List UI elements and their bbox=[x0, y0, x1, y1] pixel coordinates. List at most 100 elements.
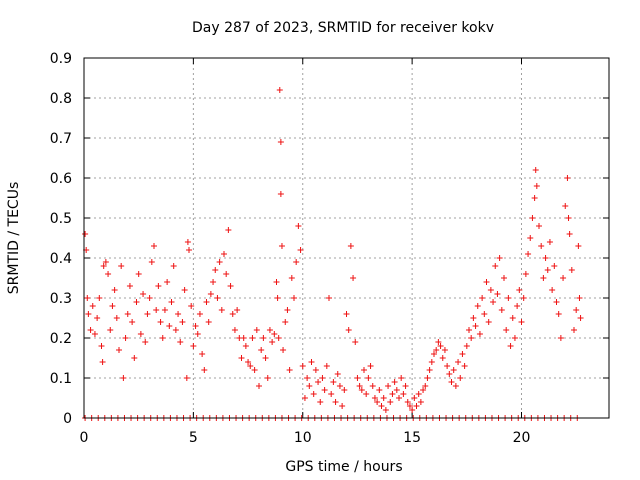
data-point bbox=[323, 363, 330, 369]
data-point bbox=[107, 327, 114, 333]
data-point bbox=[376, 387, 383, 393]
data-point bbox=[284, 307, 291, 313]
data-point bbox=[417, 399, 424, 405]
data-point bbox=[135, 271, 142, 277]
data-point bbox=[240, 335, 247, 341]
data-point bbox=[94, 315, 101, 321]
data-point bbox=[459, 351, 466, 357]
data-point bbox=[170, 263, 177, 269]
data-point bbox=[274, 295, 281, 301]
data-point bbox=[544, 267, 551, 273]
data-point bbox=[387, 399, 394, 405]
data-point bbox=[131, 355, 138, 361]
data-point bbox=[406, 403, 413, 409]
data-point bbox=[231, 327, 238, 333]
data-point bbox=[96, 295, 103, 301]
data-point bbox=[319, 375, 326, 381]
data-point bbox=[361, 367, 367, 373]
data-point bbox=[116, 347, 122, 353]
data-point bbox=[291, 295, 297, 301]
data-point bbox=[218, 307, 225, 313]
data-point bbox=[304, 375, 311, 381]
data-point bbox=[225, 227, 232, 233]
data-point bbox=[391, 379, 398, 385]
data-point bbox=[271, 331, 278, 337]
data-point bbox=[546, 239, 553, 245]
data-point bbox=[181, 287, 188, 293]
plot-frame bbox=[83, 57, 610, 419]
data-point bbox=[82, 231, 89, 237]
data-point bbox=[227, 283, 234, 289]
data-point bbox=[140, 291, 147, 297]
data-point bbox=[415, 391, 422, 397]
data-point bbox=[564, 175, 571, 181]
data-point bbox=[371, 395, 378, 401]
data-point bbox=[210, 279, 217, 285]
x-tick-label: 20 bbox=[513, 430, 531, 446]
data-point bbox=[404, 399, 411, 405]
data-point bbox=[555, 311, 562, 317]
data-point bbox=[380, 395, 387, 401]
data-point bbox=[452, 383, 459, 389]
data-point bbox=[527, 235, 534, 241]
data-point bbox=[247, 363, 254, 369]
data-point bbox=[295, 223, 302, 229]
data-point bbox=[498, 307, 505, 313]
axis-ticks: 0 0.1 0.2 0.3 0.4 0.5 0.6 0.7 0.8 0.9 0 5 10 15 20 bbox=[50, 51, 609, 446]
data-point bbox=[520, 295, 527, 301]
data-point bbox=[450, 367, 457, 373]
data-point bbox=[177, 339, 184, 345]
data-point bbox=[328, 391, 335, 397]
data-point bbox=[91, 331, 98, 337]
data-point bbox=[374, 399, 381, 405]
data-point bbox=[468, 335, 475, 341]
data-point bbox=[532, 167, 539, 173]
data-point bbox=[356, 383, 363, 389]
data-point bbox=[251, 367, 258, 373]
data-point bbox=[315, 379, 322, 385]
data-point bbox=[428, 359, 435, 365]
data-point bbox=[577, 315, 584, 321]
data-point bbox=[153, 307, 160, 313]
data-point bbox=[277, 191, 284, 197]
y-tick-label: 0.5 bbox=[50, 211, 72, 227]
data-point bbox=[118, 263, 125, 269]
data-point bbox=[474, 303, 481, 309]
data-point bbox=[260, 335, 267, 341]
data-point bbox=[276, 87, 283, 93]
data-point bbox=[339, 403, 346, 409]
data-point bbox=[514, 303, 521, 309]
data-point bbox=[413, 403, 420, 409]
data-point bbox=[245, 359, 252, 365]
data-point bbox=[172, 327, 179, 333]
data-point bbox=[481, 311, 488, 317]
data-point bbox=[571, 327, 577, 333]
data-point bbox=[509, 315, 516, 321]
data-point bbox=[205, 319, 212, 325]
data-point bbox=[175, 311, 182, 317]
data-point bbox=[557, 335, 564, 341]
data-point bbox=[301, 395, 308, 401]
data-point bbox=[529, 215, 536, 221]
data-point bbox=[258, 347, 265, 353]
data-point bbox=[476, 331, 483, 337]
data-point bbox=[297, 247, 304, 253]
data-point bbox=[146, 295, 153, 301]
data-point bbox=[299, 363, 306, 369]
data-point bbox=[549, 287, 556, 293]
data-point bbox=[485, 319, 492, 325]
data-point bbox=[129, 319, 136, 325]
data-point bbox=[505, 295, 512, 301]
data-point bbox=[575, 243, 582, 249]
data-point bbox=[483, 279, 490, 285]
data-point bbox=[576, 295, 583, 301]
data-point bbox=[310, 391, 317, 397]
data-point bbox=[420, 387, 427, 393]
data-point bbox=[253, 327, 260, 333]
data-point bbox=[133, 299, 140, 305]
data-point bbox=[278, 243, 285, 249]
data-point bbox=[573, 307, 580, 313]
data-point bbox=[223, 271, 230, 277]
y-axis-label: SRMTID / TECUs bbox=[6, 182, 22, 295]
